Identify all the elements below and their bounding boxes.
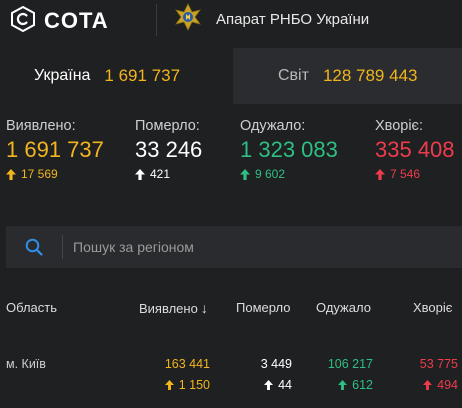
top-bar: COTA Апарат РНБО України xyxy=(0,0,462,44)
column-header-confirmed[interactable]: Виявлено ↓ xyxy=(139,300,208,316)
stat-sick-label: Хворіє: xyxy=(375,118,423,134)
row-deaths: 3 449 xyxy=(260,357,292,371)
stat-recovered-value: 1 323 083 xyxy=(240,137,338,162)
search-icon[interactable] xyxy=(14,226,54,268)
column-header-region[interactable]: Область xyxy=(6,300,58,315)
stat-confirmed-delta: 17 569 xyxy=(6,167,104,181)
stat-deaths-value: 33 246 xyxy=(135,137,203,162)
search-input[interactable] xyxy=(73,232,453,262)
stat-sick: Хворіє: 335 408 7 546 xyxy=(375,118,455,181)
region-search xyxy=(6,226,462,268)
column-header-confirmed-label: Виявлено xyxy=(139,301,198,316)
tab-ukraine-label: Україна xyxy=(34,67,91,84)
org-link[interactable]: Апарат РНБО України xyxy=(172,2,370,37)
sort-arrow-icon: ↓ xyxy=(200,300,208,316)
arrow-up-icon xyxy=(338,380,348,390)
logo[interactable]: COTA xyxy=(10,5,109,37)
row-sick-delta-value: 494 xyxy=(437,378,458,392)
table-row[interactable]: м. Київ 163 441 1 150 3 449 44 106 217 6… xyxy=(0,356,462,396)
org-name: Апарат РНБО України xyxy=(216,10,370,28)
stat-deaths-delta-value: 421 xyxy=(150,167,171,181)
column-header-sick[interactable]: Хворіє xyxy=(413,300,453,315)
stat-sick-value: 335 408 xyxy=(375,137,455,162)
row-sick: 53 775 xyxy=(419,357,458,371)
column-header-recovered[interactable]: Одужало xyxy=(316,300,371,315)
stat-recovered-delta: 9 602 xyxy=(240,167,338,181)
tab-ukraine[interactable]: Україна 1 691 737 xyxy=(0,48,233,104)
arrow-up-icon xyxy=(240,168,250,180)
cota-logo-icon xyxy=(10,5,36,37)
stat-sick-delta: 7 546 xyxy=(375,167,455,181)
stat-deaths: Померло: 33 246 421 xyxy=(135,118,202,181)
column-header-deaths[interactable]: Померло xyxy=(236,300,291,315)
arrow-up-icon xyxy=(164,380,174,390)
row-deaths-delta-value: 44 xyxy=(278,378,292,392)
row-sick-delta: 494 xyxy=(423,378,458,392)
stat-confirmed-label: Виявлено: xyxy=(6,118,76,134)
tab-world[interactable]: Світ 128 789 443 xyxy=(233,48,462,104)
stat-confirmed: Виявлено: 1 691 737 17 569 xyxy=(6,118,104,181)
arrow-up-icon xyxy=(6,168,16,180)
rnbo-emblem-icon xyxy=(172,2,204,37)
row-deaths-delta: 44 xyxy=(264,378,292,392)
stat-deaths-delta: 421 xyxy=(135,167,202,181)
search-separator xyxy=(62,235,63,259)
stat-sick-delta-value: 7 546 xyxy=(390,167,421,181)
stats-summary: Виявлено: 1 691 737 17 569 Померло: 33 2… xyxy=(0,118,462,196)
stat-recovered-delta-value: 9 602 xyxy=(255,167,286,181)
row-confirmed: 163 441 xyxy=(164,357,210,371)
stat-confirmed-value: 1 691 737 xyxy=(6,137,104,162)
stat-recovered-label: Одужало: xyxy=(240,118,306,134)
row-confirmed-delta: 1 150 xyxy=(164,378,210,392)
stat-deaths-label: Померло: xyxy=(135,118,200,134)
arrow-up-icon xyxy=(423,380,433,390)
row-recovered-delta: 612 xyxy=(338,378,373,392)
arrow-up-icon xyxy=(264,380,274,390)
row-recovered: 106 217 xyxy=(327,357,373,371)
arrow-up-icon xyxy=(375,168,385,180)
header-divider xyxy=(156,4,157,36)
row-recovered-delta-value: 612 xyxy=(352,378,373,392)
stat-recovered: Одужало: 1 323 083 9 602 xyxy=(240,118,338,181)
region-tabs: Україна 1 691 737 Світ 128 789 443 xyxy=(0,48,462,104)
tab-ukraine-value: 1 691 737 xyxy=(104,66,181,85)
stat-confirmed-delta-value: 17 569 xyxy=(21,167,58,181)
row-confirmed-delta-value: 1 150 xyxy=(178,378,210,392)
arrow-up-icon xyxy=(135,168,145,180)
tab-world-label: Світ xyxy=(278,67,309,84)
table-header: Область Виявлено ↓ Померло Одужало Хворіє xyxy=(0,300,462,320)
tab-world-value: 128 789 443 xyxy=(322,66,418,85)
row-region: м. Київ xyxy=(6,357,46,371)
logo-text: COTA xyxy=(44,8,109,33)
